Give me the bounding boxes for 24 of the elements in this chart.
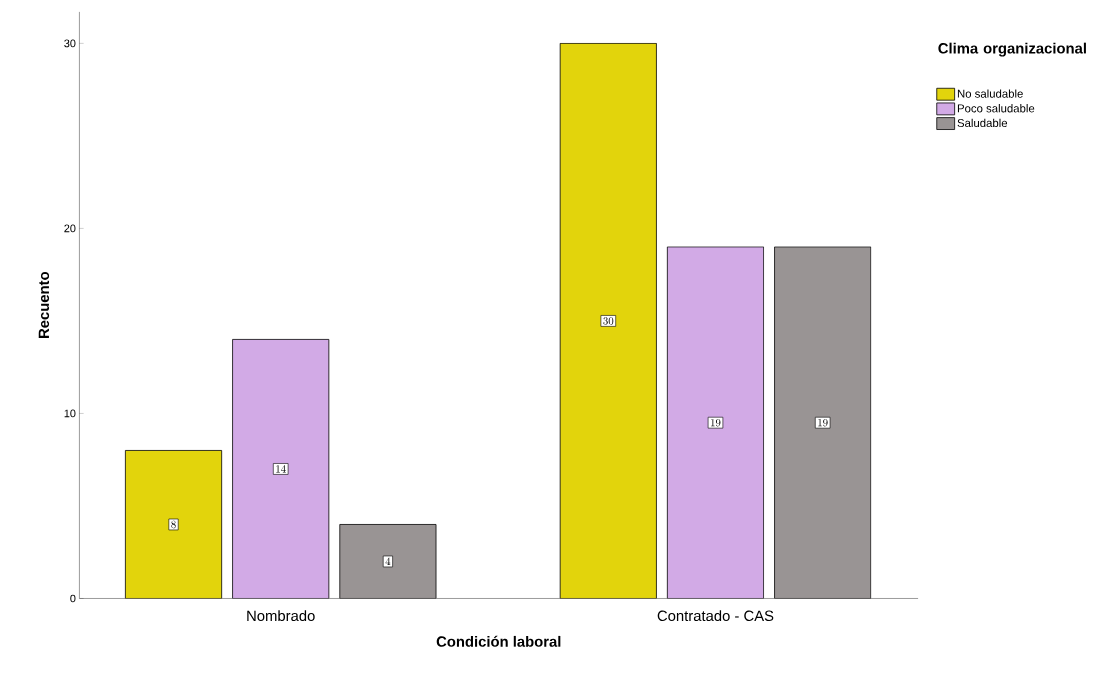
data-label: 14 (276, 465, 286, 473)
y-tick-label: 30 (64, 39, 76, 48)
legend-label: No saludable (957, 89, 1023, 98)
y-axis-title: Recuento (38, 272, 50, 339)
data-label: 8 (171, 520, 176, 529)
legend-label: Saludable (957, 118, 1008, 128)
bar (666, 246, 765, 599)
data-label: 30 (603, 317, 614, 325)
data-label: 19 (818, 419, 828, 427)
x-tick-label: Contratado - CAS (657, 610, 774, 622)
bar (559, 43, 657, 599)
x-axis-title: Condición laboral (436, 635, 561, 647)
data-label: 4 (385, 557, 391, 566)
y-tick-label: 10 (64, 409, 76, 418)
legend-label: Poco saludable (957, 104, 1035, 113)
bar (774, 246, 872, 599)
legend-title: Clima organizacional (938, 42, 1086, 57)
x-tick-label: Nombrado (247, 610, 315, 622)
data-label: 19 (711, 419, 721, 427)
bar (339, 524, 437, 599)
bar (232, 339, 330, 599)
y-tick-label: 20 (64, 224, 76, 233)
y-tick-label: 0 (70, 594, 76, 603)
bar (124, 450, 223, 599)
